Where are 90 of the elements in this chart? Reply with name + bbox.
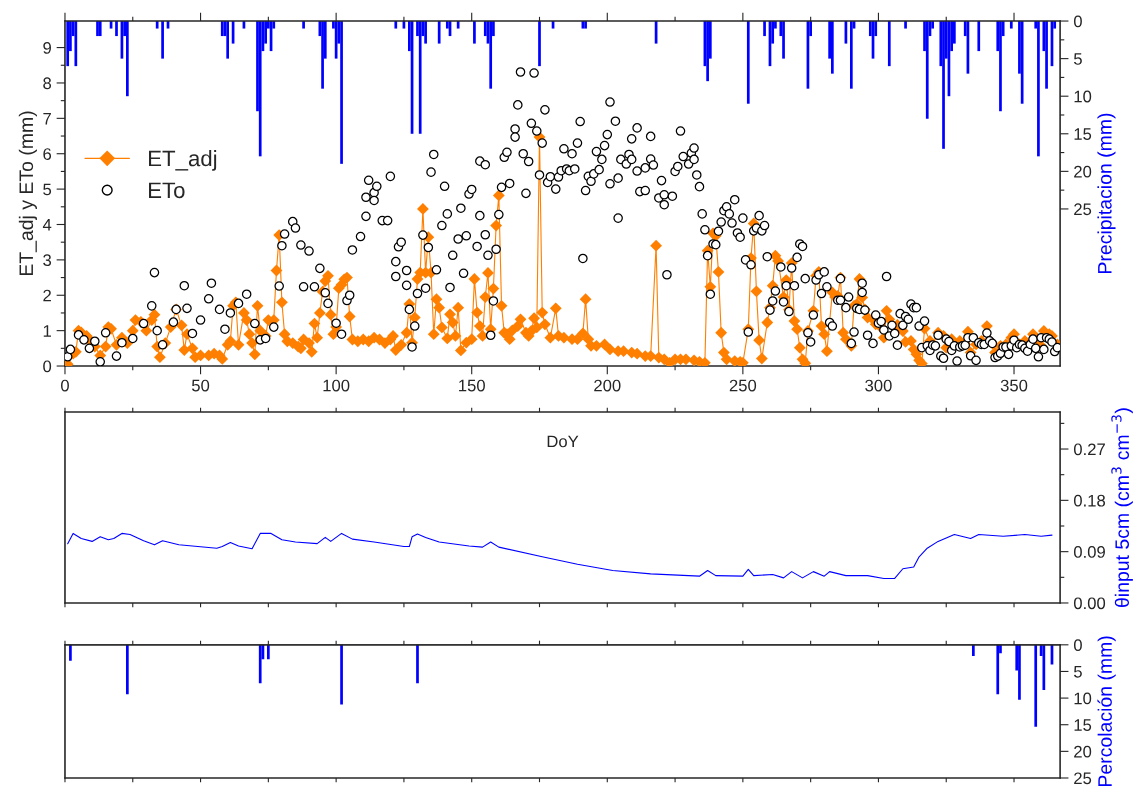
bar	[115, 21, 118, 37]
legend-label: ETo	[149, 182, 185, 199]
bar	[887, 21, 891, 67]
bar	[74, 21, 78, 67]
y2-tick-label: 10	[1074, 90, 1092, 103]
y2-tick-label: 0.27	[1073, 443, 1105, 456]
bar	[1037, 21, 1040, 157]
bar	[226, 21, 230, 59]
x-tick-label: 200	[594, 379, 621, 392]
bar	[746, 21, 750, 104]
y2-tick-label: 0	[1073, 639, 1082, 652]
x-tick-label: 300	[865, 379, 892, 392]
bar	[1009, 21, 1013, 29]
bar	[437, 21, 441, 44]
y-tick-label: 6	[43, 148, 52, 160]
y2-tick-label: 10	[1074, 692, 1092, 705]
bar	[489, 21, 493, 89]
y2-axis-title: Precipitacion (mm)	[1097, 113, 1116, 273]
bar	[1045, 21, 1048, 89]
y2-tick-label: 20	[1074, 165, 1092, 178]
bar	[161, 21, 164, 59]
y-tick-label: 8	[43, 77, 52, 90]
bar	[1020, 21, 1024, 104]
bar	[321, 21, 324, 89]
y2-tick-label: 20	[1074, 745, 1092, 758]
bar	[1018, 644, 1021, 700]
x-tick-label: 100	[323, 379, 350, 392]
bar	[977, 21, 981, 52]
bar	[66, 21, 70, 67]
y2-tick-label: 0.18	[1073, 494, 1106, 507]
bar	[1042, 644, 1046, 691]
y2-tick-label: 0.09	[1073, 546, 1105, 558]
legend-label: ET_adj	[149, 150, 217, 171]
bar	[96, 21, 99, 37]
y2-tick-label: 15	[1074, 128, 1092, 140]
bar	[925, 21, 929, 119]
bar	[98, 21, 102, 37]
bar	[258, 644, 262, 684]
bar	[1034, 644, 1038, 727]
bar	[971, 644, 975, 657]
bar	[302, 21, 305, 29]
x-tick-label: 50	[191, 379, 210, 392]
y-tick-label: 5	[43, 183, 52, 196]
bar	[125, 21, 129, 97]
bar	[999, 21, 1002, 112]
y2-tick-label: 25	[1074, 203, 1092, 216]
y2-axis-title: Percolación (mm)	[1097, 636, 1116, 786]
bar	[424, 21, 427, 44]
bar	[418, 21, 422, 134]
bar	[538, 21, 541, 67]
y-tick-label: 9	[43, 41, 51, 54]
y-tick-label: 2	[43, 289, 51, 302]
bar	[830, 21, 834, 74]
y-axis-title: ET_adj y ETo (mm)	[18, 111, 37, 276]
y2-tick-label: 25	[1074, 772, 1092, 785]
bar	[125, 644, 129, 695]
bar	[849, 21, 853, 89]
y-tick-label: 4	[42, 219, 52, 231]
y2-tick-label: 0	[1073, 15, 1082, 28]
y2-tick-label: 0.00	[1073, 597, 1106, 610]
bar	[266, 644, 270, 660]
bar	[782, 21, 785, 59]
bar	[340, 644, 343, 705]
bar	[456, 21, 460, 29]
x-axis-title: DoY	[547, 435, 579, 448]
y-tick-label: 0	[43, 360, 52, 373]
bar	[340, 21, 343, 164]
y-tick-label: 7	[43, 112, 51, 125]
x-tick-label: 150	[459, 379, 485, 392]
y2-axis-title: θinput 5cm (cm$^{3}$ cm$^{−3}$)	[1111, 408, 1133, 607]
bar	[416, 644, 419, 684]
bar	[473, 21, 476, 44]
bar	[394, 21, 398, 29]
x-tick-label: 350	[1000, 379, 1028, 392]
bar	[763, 21, 766, 37]
x-tick-label: 0	[61, 379, 69, 392]
line-series	[67, 532, 1053, 580]
bar	[706, 21, 709, 82]
bar	[258, 21, 262, 157]
bar	[904, 21, 907, 29]
y2-tick-label: 15	[1074, 719, 1092, 731]
x-tick-label: 250	[729, 379, 757, 392]
y2-tick-label: 5	[1073, 666, 1082, 678]
y-tick-label: 3	[43, 254, 52, 267]
y-tick-label: 1	[43, 325, 51, 337]
bar	[996, 644, 1000, 695]
y2-tick-label: 5	[1073, 53, 1082, 65]
bar	[155, 21, 159, 29]
bar	[69, 644, 72, 661]
bar	[942, 21, 945, 149]
